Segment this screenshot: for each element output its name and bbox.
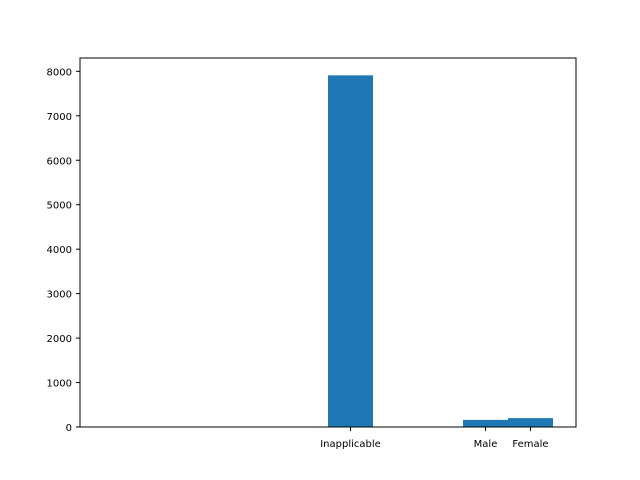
y-tick-label: 0 [66, 423, 72, 434]
y-tick-label: 1000 [47, 379, 72, 390]
x-tick-label: Female [512, 439, 548, 450]
y-axis: 0 1000 2000 3000 4000 5000 6000 7000 8000 [47, 67, 80, 434]
x-axis: Inapplicable Male Female [320, 427, 549, 450]
y-tick-label: 5000 [47, 201, 72, 212]
y-tick-label: 3000 [47, 290, 72, 301]
plot-frame [79, 57, 577, 428]
bar-male [463, 419, 508, 427]
y-tick-label: 6000 [47, 156, 72, 167]
bars-group [328, 75, 553, 427]
x-tick-label: Male [474, 439, 498, 450]
y-tick-label: 7000 [47, 112, 72, 123]
y-tick-label: 2000 [47, 334, 72, 345]
bar-inapplicable [328, 75, 373, 427]
y-tick-label: 8000 [47, 67, 72, 78]
x-tick-label: Inapplicable [320, 439, 381, 450]
bar-female [508, 418, 553, 427]
y-tick-label: 4000 [47, 245, 72, 256]
